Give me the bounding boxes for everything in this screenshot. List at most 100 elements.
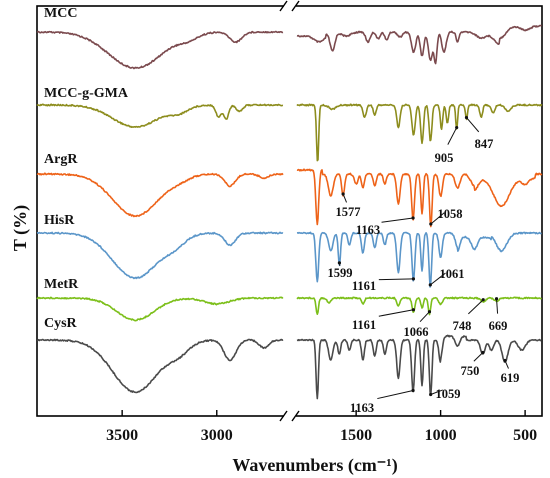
peak-label: 1577 (336, 205, 361, 219)
peak-marker (411, 277, 416, 281)
peak-marker (337, 261, 342, 265)
peak-annotation: 1163 (356, 216, 415, 237)
peak-label: 619 (501, 371, 520, 385)
series-argr (36, 168, 543, 228)
series-line-mcc-left (36, 30, 284, 70)
x-tick-label: 3000 (201, 427, 233, 444)
peak-label: 1599 (328, 266, 353, 280)
peak-annotation: 750 (461, 350, 485, 378)
peak-leader (419, 311, 430, 323)
peak-marker (503, 358, 507, 363)
plot-frame (36, 5, 543, 417)
x-axis-title: Wavenumbers (cm⁻¹) (232, 455, 397, 476)
peak-label: 1059 (436, 387, 461, 401)
peak-leader (381, 217, 414, 223)
peak-leader (378, 278, 414, 281)
series-label: MetR (44, 277, 79, 292)
peak-leader (430, 389, 443, 395)
peak-label: 1061 (440, 267, 465, 281)
y-axis-title: T (%) (10, 205, 31, 251)
peak-annotation: 1577 (336, 192, 361, 219)
peak-label: 847 (475, 137, 494, 151)
peak-leader (496, 298, 499, 314)
series-label: MCC-g-GMA (44, 86, 129, 101)
peak-label: 669 (489, 319, 508, 333)
axis-break-gap (284, 2, 296, 10)
label-layer: MCC MCC-g-GMA ArgR HisR MetR CysR 1577 1163 1058… (44, 6, 519, 415)
peak-label: 1161 (352, 318, 376, 332)
series-line-mcc-g-gma-right (296, 103, 543, 162)
series-hisr (36, 231, 542, 288)
peak-annotation: 1599 (328, 261, 353, 280)
peak-marker (427, 310, 432, 314)
peak-annotation: 1061 (428, 267, 465, 287)
x-tick-label: 3500 (106, 427, 138, 444)
peak-leader (430, 272, 446, 286)
peak-marker (429, 392, 433, 397)
peak-annotation: 1066 (404, 310, 432, 339)
axis-break-mark (291, 0, 300, 12)
peak-label: 748 (453, 319, 472, 333)
peak-marker (429, 222, 433, 226)
series-line-metr-left (36, 296, 284, 322)
peak-label: 1066 (404, 325, 429, 339)
series-label: HisR (44, 213, 75, 228)
axis-break-mark (291, 410, 300, 422)
peak-leader (473, 352, 484, 362)
series-mcc-g-gma (36, 103, 543, 162)
axis-layer: 3500 3000 1500 1000 500 (106, 0, 537, 444)
peak-marker (455, 125, 459, 130)
peak-annotation: 905 (435, 125, 459, 165)
peak-leader (378, 309, 414, 317)
peak-leader (377, 390, 414, 400)
peak-marker (464, 115, 469, 120)
peak-marker (411, 216, 415, 220)
series-label: MCC (44, 6, 77, 21)
series-mcc (36, 24, 542, 70)
peak-annotation: 748 (453, 298, 485, 333)
series-line-argr-left (36, 172, 284, 218)
peak-marker (494, 297, 499, 301)
peak-label: 1161 (352, 279, 376, 293)
peak-label: 1163 (350, 401, 374, 415)
peak-leader (430, 212, 445, 225)
peak-marker (341, 192, 345, 196)
series-line-mcc-g-gma-left (36, 103, 284, 128)
peak-annotation: 619 (501, 358, 520, 385)
peak-leader (468, 299, 484, 315)
series-cysr (36, 334, 542, 400)
series-layer (36, 24, 543, 400)
peak-leader (466, 117, 480, 133)
peak-leader (447, 127, 458, 145)
series-line-mcc-right (296, 24, 542, 65)
peak-annotation: 1161 (352, 308, 416, 332)
peak-annotation: 1163 (350, 388, 415, 415)
axis-break-gap (284, 412, 296, 420)
peak-marker (411, 308, 416, 312)
peak-marker (481, 350, 485, 355)
series-line-cysr-right (296, 334, 542, 400)
peak-annotation: 1059 (429, 387, 461, 401)
peak-annotation: 847 (464, 115, 494, 151)
peak-annotation: 1161 (352, 277, 416, 293)
peak-marker (481, 298, 485, 302)
axis-break-mark (279, 410, 288, 422)
peak-label: 750 (461, 364, 480, 378)
series-line-cysr-left (36, 338, 284, 394)
series-label: CysR (44, 316, 78, 331)
series-line-hisr-right (296, 231, 542, 288)
axis-break (279, 0, 300, 422)
series-metr (36, 296, 542, 322)
series-label: ArgR (44, 152, 78, 167)
axis-break-mark (279, 0, 288, 12)
peak-marker (428, 283, 432, 287)
peak-label: 1058 (438, 207, 463, 221)
peak-annotation: 1058 (429, 207, 463, 226)
series-line-metr-right (296, 296, 542, 316)
series-line-hisr-left (36, 231, 284, 280)
x-tick-label: 500 (513, 427, 537, 444)
series-line-argr-right (296, 168, 543, 228)
peak-marker (411, 388, 415, 393)
x-tick-label: 1000 (425, 427, 457, 444)
